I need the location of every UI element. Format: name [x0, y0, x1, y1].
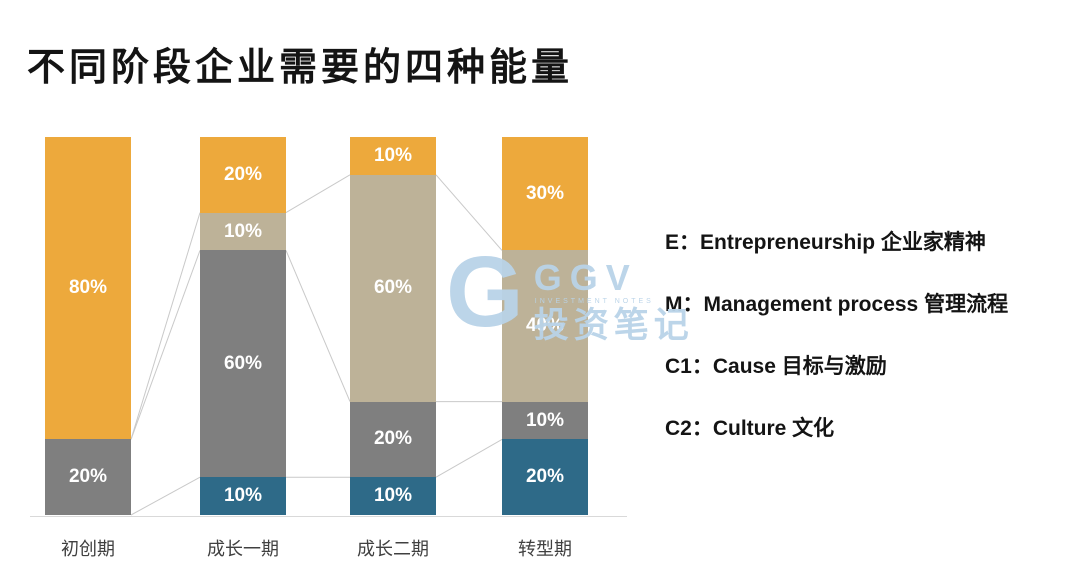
segment-c1-成长一期: 60% — [200, 250, 286, 478]
bar-成长一期: 10% 60% 10% 20% — [200, 137, 286, 515]
segment-m-成长一期: 10% — [200, 212, 286, 251]
category-label-成长一期: 成长一期 — [207, 539, 279, 559]
series-connector-lines — [130, 174, 503, 516]
legend-item-c1: C1：Cause 目标与激励 — [665, 355, 887, 378]
legend: E：Entrepreneurship 企业家精神 M：Management pro… — [665, 226, 1008, 474]
segment-value-label: 20% — [373, 428, 413, 450]
bar-成长二期: 10% 20% 60% 10% — [350, 137, 436, 515]
segment-value-label: 10% — [525, 409, 565, 431]
segment-e-初创期: 80% — [45, 137, 131, 440]
connector-line — [435, 438, 503, 478]
segment-c1-转型期: 10% — [502, 401, 588, 440]
segment-c1-初创期: 20% — [45, 439, 131, 515]
bar-初创期: 20% 80% — [45, 137, 131, 515]
segment-e-成长一期: 20% — [200, 137, 286, 213]
segment-value-label: 40% — [525, 315, 565, 337]
segment-e-转型期: 30% — [502, 137, 588, 251]
segment-value-label: 80% — [68, 277, 108, 299]
segment-c2-转型期: 20% — [502, 439, 588, 515]
connector-line — [130, 212, 201, 440]
connector-line — [130, 250, 201, 440]
segment-value-label: 60% — [373, 277, 413, 299]
connector-line — [435, 174, 503, 251]
segment-value-label: 20% — [525, 466, 565, 488]
legend-item-m: M：Management process 管理流程 — [665, 293, 1009, 316]
segment-value-label: 10% — [223, 485, 263, 507]
segment-e-成长二期: 10% — [350, 137, 436, 175]
segment-value-label: 10% — [223, 220, 263, 242]
category-label-初创期: 初创期 — [61, 539, 115, 559]
segment-value-label: 20% — [223, 163, 263, 185]
connector-line — [130, 476, 201, 516]
connector-line — [285, 250, 351, 402]
x-axis-line — [30, 516, 627, 517]
segment-value-label: 30% — [525, 182, 565, 204]
segment-m-转型期: 40% — [502, 250, 588, 402]
bar-转型期: 20% 10% 40% 30% — [502, 137, 588, 515]
segment-c2-成长二期: 10% — [350, 477, 436, 515]
segment-c2-成长一期: 10% — [200, 477, 286, 515]
segment-m-成长二期: 60% — [350, 174, 436, 402]
segment-value-label: 10% — [373, 144, 413, 166]
legend-item-c2: C2：Culture 文化 — [665, 417, 835, 440]
legend-item-e: E：Entrepreneurship 企业家精神 — [665, 231, 986, 254]
stacked-bar-chart: 20% 80% 初创期 10% 60% 10% 20% 成长一期 10% 20% 60% 10% 成长二… — [45, 137, 588, 559]
category-label-转型期: 转型期 — [518, 539, 572, 559]
segment-value-label: 20% — [68, 466, 108, 488]
segment-value-label: 60% — [223, 352, 263, 374]
category-label-成长二期: 成长二期 — [357, 539, 429, 559]
chart-title: 不同阶段企业需要的四种能量 — [27, 47, 574, 89]
segment-c1-成长二期: 20% — [350, 401, 436, 478]
segment-value-label: 10% — [373, 485, 413, 507]
connector-line — [285, 174, 351, 214]
